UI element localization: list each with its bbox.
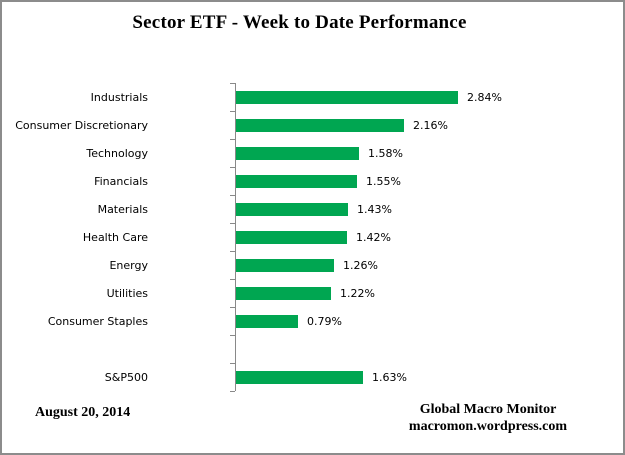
bar xyxy=(236,259,334,272)
axis-tick xyxy=(230,167,235,168)
axis-tick xyxy=(230,195,235,196)
source-name: Global Macro Monitor xyxy=(419,402,557,417)
category-label: Energy xyxy=(109,258,148,272)
value-label: 2.16% xyxy=(413,118,448,132)
bar xyxy=(236,231,347,244)
axis-tick xyxy=(230,111,235,112)
category-label: Utilities xyxy=(106,286,148,300)
category-label: Consumer Staples xyxy=(47,314,148,328)
value-label: 1.42% xyxy=(356,230,391,244)
bar xyxy=(236,315,298,328)
bar xyxy=(236,175,357,188)
bar xyxy=(236,91,458,104)
value-label: 1.43% xyxy=(357,202,392,216)
value-label: 2.84% xyxy=(467,90,502,104)
bar xyxy=(236,119,404,132)
category-label: Consumer Discretionary xyxy=(15,118,148,132)
category-label: S&P500 xyxy=(104,370,148,384)
axis-tick xyxy=(230,391,235,392)
chart-title: Sector ETF - Week to Date Performance xyxy=(132,12,467,33)
value-label: 0.79% xyxy=(307,314,342,328)
value-axis-line xyxy=(235,83,236,391)
category-label: Financials xyxy=(94,174,148,188)
axis-tick xyxy=(230,83,235,84)
value-label: 1.55% xyxy=(366,174,401,188)
bar xyxy=(236,147,359,160)
value-label: 1.58% xyxy=(368,146,403,160)
value-label: 1.63% xyxy=(372,370,407,384)
category-label: Health Care xyxy=(82,230,148,244)
footer-date: August 20, 2014 xyxy=(35,405,131,420)
value-label: 1.22% xyxy=(340,286,375,300)
value-label: 1.26% xyxy=(343,258,378,272)
axis-tick xyxy=(230,251,235,252)
axis-tick xyxy=(230,223,235,224)
category-label: Industrials xyxy=(90,90,148,104)
axis-tick xyxy=(230,363,235,364)
bar xyxy=(236,203,348,216)
source-url: macromon.wordpress.com xyxy=(408,419,568,434)
category-label: Technology xyxy=(86,146,148,160)
bar xyxy=(236,371,363,384)
axis-tick xyxy=(230,279,235,280)
footer-source: Global Macro Monitor macromon.wordpress.… xyxy=(338,401,623,435)
axis-tick xyxy=(230,335,235,336)
bar xyxy=(236,287,331,300)
axis-tick xyxy=(230,307,235,308)
category-label: Materials xyxy=(97,202,148,216)
axis-tick xyxy=(230,139,235,140)
